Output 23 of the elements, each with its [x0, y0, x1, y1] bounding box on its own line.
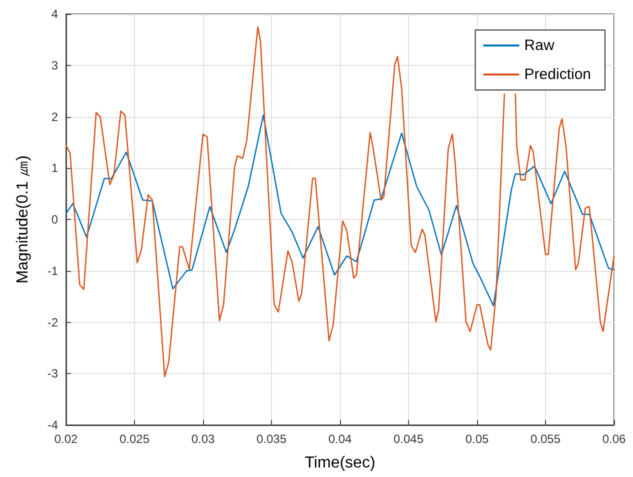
y-tick-label: -2 — [47, 315, 58, 330]
legend-label: Raw — [524, 37, 554, 54]
y-tick-label: -1 — [47, 264, 58, 278]
x-tick-label: 0.035 — [256, 432, 287, 446]
y-tick-label: 2 — [51, 110, 58, 124]
y-tick-label: -3 — [47, 366, 58, 381]
legend-label: Prediction — [524, 66, 591, 83]
x-tick-label: 0.03 — [191, 432, 215, 446]
y-tick-label: 0 — [51, 212, 58, 226]
y-tick-label: 1 — [51, 161, 58, 176]
x-tick-label: 0.04 — [328, 432, 352, 446]
x-tick-label: 0.045 — [393, 432, 424, 446]
x-tick-label: 0.025 — [119, 432, 150, 446]
x-tick-label: 0.055 — [530, 432, 561, 446]
y-tick-label: -4 — [47, 418, 58, 432]
y-tick-label: 4 — [51, 7, 58, 21]
x-tick-label: 0.05 — [465, 432, 489, 446]
y-axis-title: Magnitude(0.1 ㎛) — [14, 155, 32, 284]
x-axis-title: Time(sec) — [304, 454, 376, 472]
x-tick-label: 0.06 — [602, 432, 626, 446]
x-tick-label: 0.02 — [54, 432, 78, 446]
y-tick-label: 3 — [51, 58, 58, 72]
line-series — [65, 114, 615, 306]
